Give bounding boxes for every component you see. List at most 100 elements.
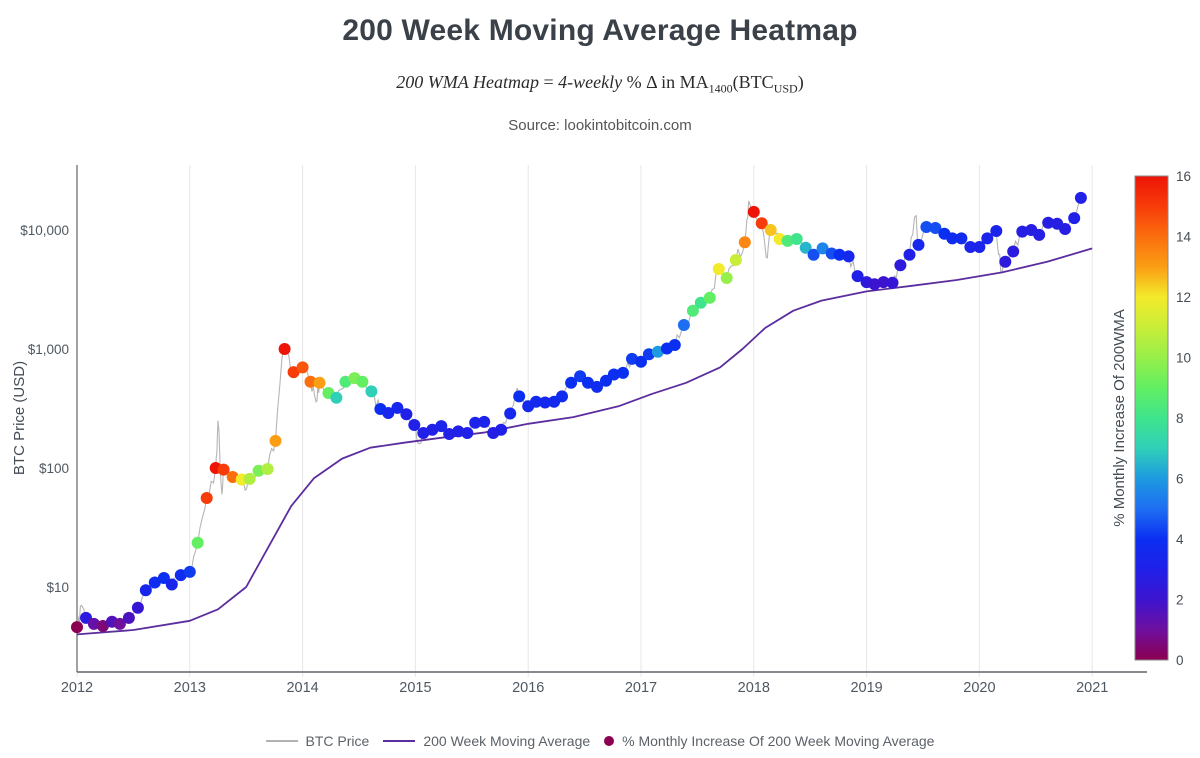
heatmap-dot[interactable] [677, 319, 690, 331]
heatmap-dot[interactable] [607, 368, 620, 381]
heatmap-dot[interactable] [582, 376, 594, 389]
heatmap-dot[interactable] [1068, 212, 1081, 225]
heatmap-dot[interactable] [617, 366, 629, 379]
heatmap-dot[interactable] [842, 250, 855, 263]
heatmap-dot[interactable] [903, 248, 916, 261]
heatmap-dot[interactable] [973, 241, 986, 253]
heatmap-dot[interactable] [217, 463, 230, 476]
heatmap-dot[interactable] [747, 205, 760, 218]
heatmap-dot[interactable] [504, 407, 517, 420]
heatmap-dot[interactable] [339, 375, 352, 388]
heatmap-dot[interactable] [131, 601, 144, 614]
heatmap-dot[interactable] [807, 248, 820, 261]
heatmap-dot[interactable] [461, 427, 474, 439]
heatmap-dot[interactable] [912, 238, 925, 251]
heatmap-dot[interactable] [183, 565, 196, 578]
heatmap-dot[interactable] [886, 276, 899, 289]
heatmap-dot[interactable] [261, 463, 274, 475]
heatmap-dot[interactable] [894, 259, 907, 272]
heatmap-dot[interactable] [426, 423, 439, 436]
heatmap-dot[interactable] [391, 401, 404, 414]
heatmap-dot[interactable] [920, 221, 933, 233]
heatmap-dot[interactable] [851, 270, 864, 283]
heatmap-dot[interactable] [469, 416, 482, 429]
heatmap-dot[interactable] [651, 345, 664, 358]
heatmap-dot[interactable] [999, 255, 1012, 268]
heatmap-dot[interactable] [287, 366, 300, 379]
heatmap-dot[interactable] [157, 572, 170, 584]
heatmap-dot[interactable] [712, 263, 725, 275]
heatmap-dot[interactable] [1007, 245, 1020, 258]
heatmap-dot[interactable] [955, 232, 968, 245]
heatmap-dot[interactable] [87, 617, 100, 630]
heatmap-dot[interactable] [964, 241, 977, 253]
heatmap-dot[interactable] [313, 376, 326, 389]
heatmap-dot[interactable] [755, 217, 768, 230]
heatmap-dot[interactable] [764, 224, 777, 236]
heatmap-dot[interactable] [1016, 225, 1029, 238]
heatmap-dot[interactable] [400, 408, 413, 421]
heatmap-dot[interactable] [122, 611, 135, 624]
heatmap-dot[interactable] [694, 296, 707, 309]
heatmap-dot[interactable] [200, 492, 213, 504]
heatmap-dot[interactable] [452, 425, 465, 438]
heatmap-dot[interactable] [642, 348, 655, 361]
heatmap-dot[interactable] [686, 304, 699, 317]
heatmap-dot[interactable] [1074, 191, 1087, 204]
heatmap-dot[interactable] [668, 339, 681, 351]
heatmap-dot[interactable] [478, 415, 491, 428]
heatmap-dot[interactable] [513, 390, 526, 403]
heatmap-dot[interactable] [530, 395, 543, 408]
heatmap-dot[interactable] [877, 276, 890, 289]
heatmap-dot[interactable] [252, 464, 265, 477]
heatmap-dot[interactable] [356, 375, 369, 388]
heatmap-dot[interactable] [174, 569, 187, 582]
heatmap-dot[interactable] [71, 621, 83, 634]
heatmap-dot[interactable] [868, 278, 881, 291]
heatmap-dot[interactable] [435, 420, 448, 433]
heatmap-dot[interactable] [833, 248, 846, 261]
heatmap-dot[interactable] [1033, 228, 1046, 241]
heatmap-dot[interactable] [495, 423, 508, 436]
heatmap-dot[interactable] [946, 232, 959, 245]
legend-item-monthly-increase[interactable]: % Monthly Increase Of 200 Week Moving Av… [604, 733, 934, 749]
heatmap-dot[interactable] [191, 536, 204, 549]
heatmap-dot[interactable] [720, 272, 733, 284]
heatmap-dot[interactable] [226, 471, 239, 483]
heatmap-dot[interactable] [278, 343, 291, 355]
heatmap-dot[interactable] [1059, 223, 1072, 235]
heatmap-dot[interactable] [304, 375, 317, 388]
heatmap-dot[interactable] [591, 380, 603, 393]
heatmap-dot[interactable] [703, 291, 716, 304]
heatmap-dot[interactable] [148, 576, 161, 589]
heatmap-dot[interactable] [408, 419, 421, 431]
heatmap-dot[interactable] [790, 233, 803, 245]
heatmap-dot[interactable] [1042, 216, 1055, 229]
heatmap-dot[interactable] [113, 617, 126, 630]
heatmap-dot[interactable] [382, 407, 395, 419]
heatmap-dot[interactable] [738, 236, 751, 249]
heatmap-dot[interactable] [96, 620, 109, 632]
heatmap-dot[interactable] [816, 242, 829, 255]
heatmap-dot[interactable] [565, 376, 578, 389]
heatmap-dot[interactable] [139, 584, 152, 597]
heatmap-dot[interactable] [539, 396, 552, 409]
heatmap-dot[interactable] [330, 391, 343, 404]
heatmap-dot[interactable] [781, 234, 794, 247]
heatmap-dot[interactable] [981, 232, 994, 245]
heatmap-dot[interactable] [443, 428, 456, 440]
heatmap-dot[interactable] [269, 434, 282, 447]
heatmap-dot[interactable] [729, 254, 742, 266]
heatmap-dot[interactable] [626, 352, 638, 365]
heatmap-dot[interactable] [574, 370, 587, 383]
legend-item-btc-price[interactable]: BTC Price [265, 733, 369, 749]
heatmap-dot[interactable] [990, 225, 1003, 237]
heatmap-dot[interactable] [635, 355, 647, 368]
heatmap-dot[interactable] [556, 390, 568, 403]
heatmap-dot[interactable] [243, 472, 256, 485]
heatmap-dot[interactable] [929, 222, 942, 234]
heatmap-dot[interactable] [417, 427, 430, 439]
heatmap-dot[interactable] [296, 361, 309, 374]
legend-item-200wma[interactable]: 200 Week Moving Average [383, 733, 590, 749]
